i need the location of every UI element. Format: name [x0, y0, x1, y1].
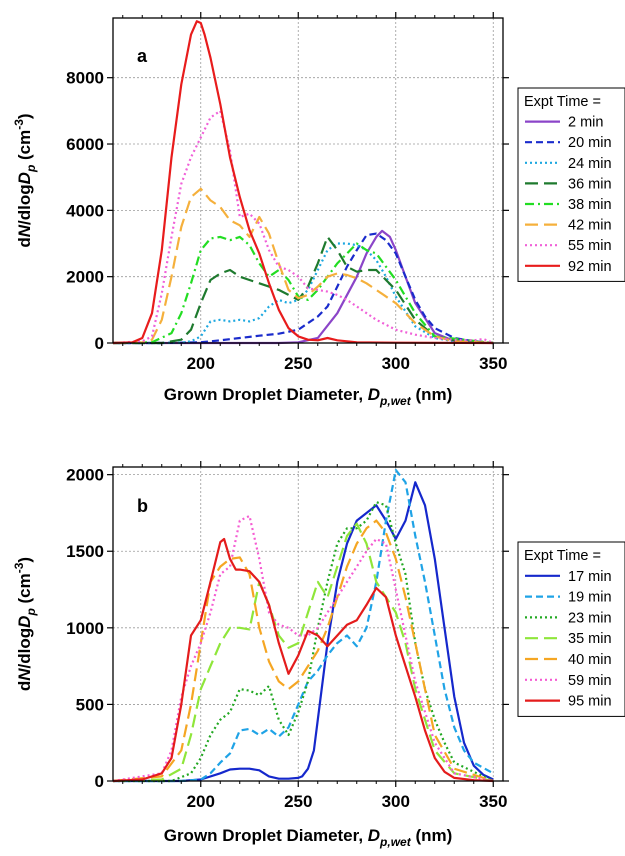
- legend-label: 19 min: [568, 590, 612, 606]
- legend-label: 40 min: [568, 652, 612, 668]
- series-line-19-min: [113, 469, 494, 783]
- legend-label: 36 min: [568, 176, 612, 192]
- series-line-59-min: [112, 514, 494, 783]
- legend-label: 55 min: [568, 238, 612, 254]
- x-tick-label: 200: [187, 792, 215, 811]
- series-group: [112, 20, 494, 345]
- y-tick-label: 8000: [66, 69, 104, 88]
- y-tick-label: 0: [95, 772, 104, 791]
- panel-b: 200 250 300 350 0 500 1000 1500 2000 b Grown Dropl…: [12, 461, 625, 849]
- y-tick-label: 0: [95, 334, 104, 353]
- y-tick-label: 1000: [66, 619, 104, 638]
- grid: [113, 18, 503, 344]
- x-tick-label: 250: [284, 354, 312, 373]
- series-line-20-min: [113, 232, 494, 345]
- y-axis-title: dN/dlogDp (cm-3): [12, 113, 38, 247]
- panel-letter: b: [137, 496, 148, 516]
- x-tick-label: 250: [284, 792, 312, 811]
- series-line-35-min: [112, 522, 494, 783]
- panel-letter: a: [137, 46, 148, 66]
- series-line-36-min: [113, 235, 494, 345]
- series-line-92-min: [112, 20, 494, 345]
- axes: 200 250 300 350 0 500 1000 1500 2000: [66, 461, 509, 811]
- legend-label: 17 min: [568, 569, 612, 585]
- series-line-40-min: [112, 519, 494, 783]
- y-tick-label: 500: [76, 695, 104, 714]
- series-line-55-min: [112, 109, 494, 345]
- legend: Expt Time = 17 min 19 min 23 min 35 min 40 mi…: [517, 541, 625, 717]
- legend-title: Expt Time =: [524, 94, 601, 110]
- series-line-42-min: [112, 187, 494, 345]
- x-tick-label: 350: [479, 354, 507, 373]
- series-line-38-min: [112, 235, 494, 345]
- series-line-17-min: [113, 481, 494, 783]
- series-group: [112, 469, 494, 783]
- x-axis-title: Grown Droplet Diameter, Dp,wet (nm): [164, 385, 453, 408]
- legend-label: 35 min: [568, 631, 612, 647]
- axes: 200 250 300 350 0 2000 4000 6000 8000: [66, 12, 509, 373]
- series-line-95-min: [112, 537, 494, 783]
- legend-label: 59 min: [568, 673, 612, 689]
- y-axis-title: dN/dlogDp (cm-3): [12, 557, 38, 691]
- x-tick-label: 350: [479, 792, 507, 811]
- legend-label: 38 min: [568, 197, 612, 213]
- legend-label: 92 min: [568, 259, 612, 275]
- legend: Expt Time = 2 min 20 min 24 min 36 min 38 min…: [517, 87, 625, 282]
- y-tick-label: 1500: [66, 542, 104, 561]
- legend-label: 2 min: [568, 115, 603, 131]
- panel-a: 200 250 300 350 0 2000 4000 6000 8000 a Grown Drop…: [12, 12, 625, 408]
- x-axis-title: Grown Droplet Diameter, Dp,wet (nm): [164, 826, 453, 849]
- x-tick-label: 300: [382, 792, 410, 811]
- x-tick-label: 200: [187, 354, 215, 373]
- x-tick-label: 300: [382, 354, 410, 373]
- legend-label: 24 min: [568, 156, 612, 172]
- y-tick-label: 6000: [66, 135, 104, 154]
- y-tick-label: 2000: [66, 268, 104, 287]
- y-tick-label: 2000: [66, 466, 104, 485]
- legend-label: 23 min: [568, 610, 612, 626]
- legend-label: 42 min: [568, 218, 612, 234]
- legend-label: 20 min: [568, 135, 612, 151]
- plot-frame: [112, 466, 504, 782]
- legend-title: Expt Time =: [524, 548, 601, 564]
- plot-frame: [112, 17, 504, 344]
- legend-label: 95 min: [568, 694, 612, 710]
- legend-box: [517, 541, 625, 717]
- y-tick-label: 4000: [66, 201, 104, 220]
- legend-box: [517, 87, 625, 282]
